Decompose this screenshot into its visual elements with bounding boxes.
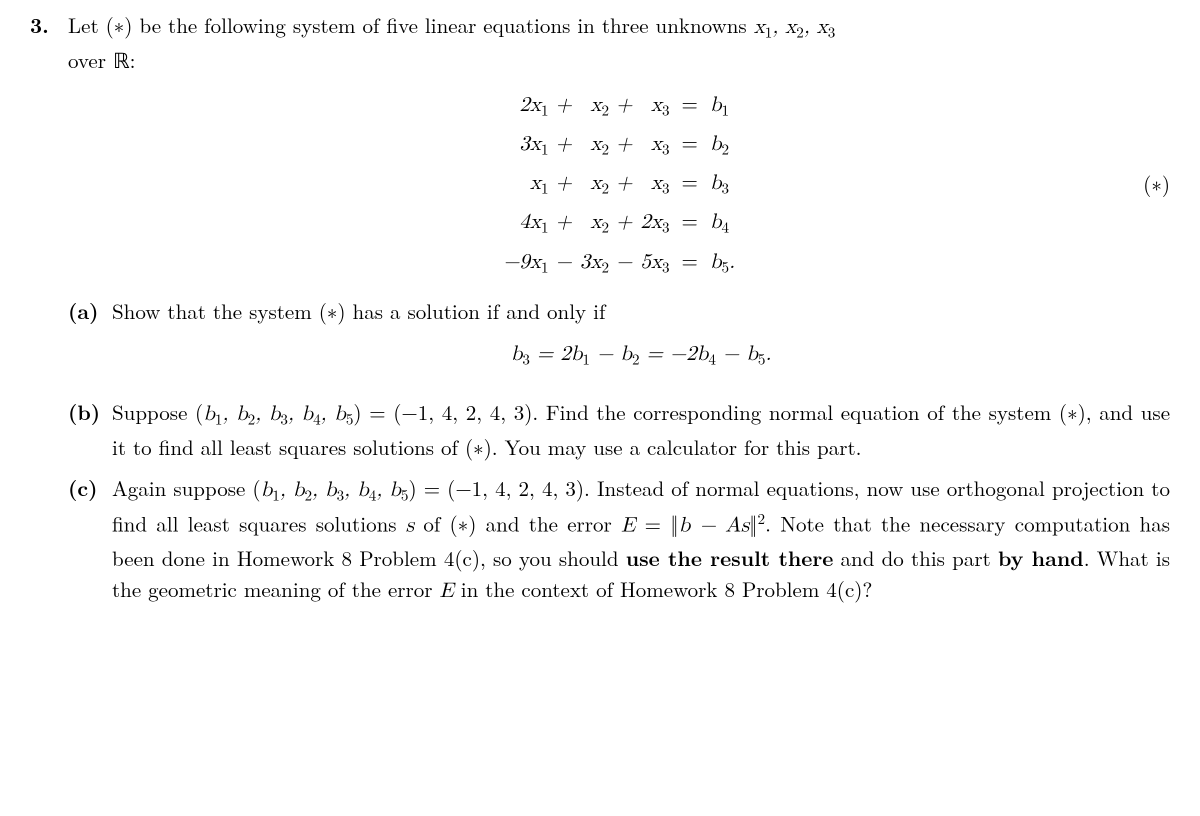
subpart-c-body: Again suppose (b1, b2, b3, b4, b5) = (−1… bbox=[112, 473, 1170, 607]
eq4-c2: x2 + bbox=[576, 203, 636, 242]
part-c-t1: Again suppose ( bbox=[112, 473, 261, 503]
eq5-c2: 3x2 − bbox=[576, 243, 636, 282]
part-c-sq: 2 bbox=[758, 508, 766, 529]
eq2-rhs: b2 bbox=[706, 125, 739, 164]
eq4-c1: 4x1 + bbox=[499, 203, 576, 242]
eq3-rhs: b3 bbox=[706, 164, 739, 203]
part-b-t1: Suppose ( bbox=[112, 397, 203, 427]
part-a-equation: b3 = 2b1 − b2 = −2b4 − b5. bbox=[112, 337, 1170, 372]
eq3-c1: x1 + bbox=[499, 164, 576, 203]
intro-text-b: over bbox=[68, 45, 113, 75]
part-c-E1: E bbox=[621, 516, 635, 537]
subpart-c: (c) Again suppose (b1, b2, b3, b4, b5) =… bbox=[68, 473, 1170, 607]
part-c-t9: in the context of Homework 8 Problem 4(c… bbox=[454, 574, 873, 604]
subpart-b-label: (b) bbox=[68, 397, 112, 429]
problem-number: 3. bbox=[30, 10, 68, 42]
subpart-a-body: Show that the system (∗) has a solution … bbox=[112, 296, 1170, 387]
problem-intro: Let (∗) be the following system of five … bbox=[68, 10, 1170, 78]
part-c-t7: and do this part bbox=[833, 543, 998, 573]
part-c-s: s bbox=[406, 516, 414, 537]
problem-body: Let (∗) be the following system of five … bbox=[68, 10, 1170, 608]
part-c-bold2: by hand bbox=[998, 543, 1084, 573]
part-c-bAs: b − As bbox=[679, 516, 750, 537]
part-a-eq-content: b3 = 2b1 − b2 = −2b4 − b5. bbox=[511, 344, 772, 365]
eq2-c3: x3 bbox=[636, 125, 673, 164]
subpart-b: (b) Suppose (b1, b2, b3, b4, b5) = (−1, … bbox=[68, 397, 1170, 464]
equation-system: 2x1 + x2 + x3 = b1 3x1 + x2 + x3 = b2 x1… bbox=[499, 86, 739, 282]
eq-row-5: −9x1 − 3x2 − 5x3 = b5. bbox=[499, 243, 739, 282]
part-b-bvec: b1, b2, b3, b4, b5 bbox=[203, 404, 353, 425]
part-c-bold1: use the result there bbox=[626, 543, 834, 573]
part-c-t5: ‖ bbox=[749, 509, 757, 539]
part-c-t4: = ‖ bbox=[635, 509, 678, 539]
eq5-c1: −9x1 − bbox=[499, 243, 576, 282]
eq-row-4: 4x1 + x2 + 2x3 = b4 bbox=[499, 203, 739, 242]
eq3-eq: = bbox=[674, 164, 706, 203]
part-c-E2: E bbox=[439, 581, 453, 602]
eq4-rhs: b4 bbox=[706, 203, 739, 242]
eq1-rhs: b1 bbox=[706, 86, 739, 125]
problem-3: 3. Let (∗) be the following system of fi… bbox=[30, 10, 1170, 608]
eq3-c3: x3 bbox=[636, 164, 673, 203]
eq5-eq: = bbox=[674, 243, 706, 282]
subpart-a-label: (a) bbox=[68, 296, 112, 328]
equation-label-star: (∗) bbox=[1143, 168, 1170, 200]
eq5-c3: 5x3 bbox=[636, 243, 673, 282]
subpart-a: (a) Show that the system (∗) has a solut… bbox=[68, 296, 1170, 387]
eq1-c1: 2x1 + bbox=[499, 86, 576, 125]
part-c-bvec: b1, b2, b3, b4, b5 bbox=[261, 480, 409, 501]
eq1-c2: x2 + bbox=[576, 86, 636, 125]
eq2-eq: = bbox=[674, 125, 706, 164]
eq3-c2: x2 + bbox=[576, 164, 636, 203]
eq2-c1: 3x1 + bbox=[499, 125, 576, 164]
subpart-c-label: (c) bbox=[68, 473, 112, 505]
eq-row-3: x1 + x2 + x3 = b3 bbox=[499, 164, 739, 203]
eq-row-2: 3x1 + x2 + x3 = b2 bbox=[499, 125, 739, 164]
eq1-c3: x3 bbox=[636, 86, 673, 125]
eq2-c2: x2 + bbox=[576, 125, 636, 164]
field-R: ℝ bbox=[113, 49, 130, 73]
eq5-rhs: b5. bbox=[706, 243, 739, 282]
intro-colon: : bbox=[130, 45, 136, 75]
intro-text-a: Let (∗) be the following system of five … bbox=[68, 10, 754, 40]
eq4-c3: 2x3 bbox=[636, 203, 673, 242]
eq1-eq: = bbox=[674, 86, 706, 125]
part-a-text: Show that the system (∗) has a solution … bbox=[112, 296, 605, 326]
eq4-eq: = bbox=[674, 203, 706, 242]
eq-row-1: 2x1 + x2 + x3 = b1 bbox=[499, 86, 739, 125]
subpart-b-body: Suppose (b1, b2, b3, b4, b5) = (−1, 4, 2… bbox=[112, 397, 1170, 464]
intro-vars: x1, x2, x3 bbox=[754, 17, 836, 38]
part-c-t3: of (∗) and the error bbox=[414, 509, 621, 539]
equation-system-block: 2x1 + x2 + x3 = b1 3x1 + x2 + x3 = b2 x1… bbox=[68, 86, 1170, 282]
